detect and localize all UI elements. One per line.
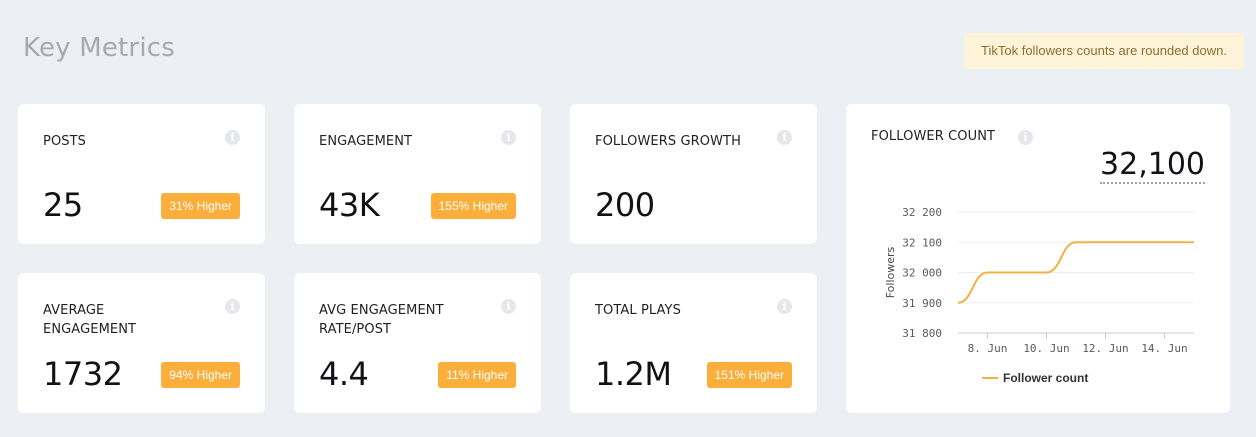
info-icon[interactable]: i bbox=[501, 130, 516, 145]
follower-count-title: FOLLOWER COUNT bbox=[871, 129, 996, 144]
y-axis-title: Followers bbox=[884, 246, 897, 298]
avg-engagement-rate-card: AVG ENGAGEMENT RATE/POST i 4.4 11% Highe… bbox=[294, 273, 541, 413]
x-tick-label: 8. Jun bbox=[968, 342, 1008, 355]
engagement-label: ENGAGEMENT bbox=[319, 134, 413, 149]
average-engagement-value: 1732 bbox=[43, 355, 123, 393]
x-tick-label: 14. Jun bbox=[1141, 342, 1187, 355]
engagement-change-badge: 155% Higher bbox=[430, 193, 516, 219]
follower-count-chart: 31 800 31 900 32 000 32 100 32 200 8. Jun 10.… bbox=[884, 206, 1194, 385]
avg-engagement-rate-value: 4.4 bbox=[319, 355, 369, 393]
total-plays-label: TOTAL PLAYS bbox=[595, 303, 681, 318]
y-tick-label: 31 800 bbox=[902, 327, 942, 340]
info-icon[interactable]: i bbox=[225, 130, 240, 145]
average-engagement-card: AVERAGE ENGAGEMENT i 1732 94% Higher bbox=[18, 273, 265, 413]
followers-growth-value: 200 bbox=[595, 186, 655, 224]
posts-change-badge: 31% Higher bbox=[161, 193, 240, 219]
y-tick-label: 32 000 bbox=[902, 267, 942, 280]
total-plays-card: TOTAL PLAYS i 1.2M 151% Higher bbox=[570, 273, 817, 413]
total-plays-value: 1.2M bbox=[595, 355, 672, 393]
posts-value: 25 bbox=[43, 186, 83, 224]
engagement-card: ENGAGEMENT i 43K 155% Higher bbox=[294, 104, 541, 244]
engagement-value: 43K bbox=[319, 186, 380, 224]
info-icon[interactable]: i bbox=[777, 299, 792, 314]
page-title: Key Metrics bbox=[23, 33, 175, 63]
total-plays-change-badge: 151% Higher bbox=[706, 362, 792, 388]
legend-label-follower-count[interactable]: Follower count bbox=[1003, 371, 1088, 385]
x-tick-label: 10. Jun bbox=[1023, 342, 1069, 355]
y-tick-label: 32 100 bbox=[902, 236, 942, 249]
average-engagement-change-badge: 94% Higher bbox=[161, 362, 240, 388]
followers-growth-label: FOLLOWERS GROWTH bbox=[595, 134, 741, 149]
avg-engagement-rate-label: AVG ENGAGEMENT RATE/POST bbox=[319, 303, 444, 337]
y-tick-label: 32 200 bbox=[902, 206, 942, 219]
series-line-follower-count[interactable] bbox=[957, 241, 1194, 304]
info-icon[interactable]: i bbox=[501, 299, 516, 314]
follower-count-card: FOLLOWER COUNT i 32,100 31 800 31 900 32 0… bbox=[846, 104, 1230, 413]
y-axis-ticks: 31 800 31 900 32 000 32 100 32 200 bbox=[902, 206, 942, 340]
avg-engagement-rate-change-badge: 11% Higher bbox=[438, 362, 516, 388]
average-engagement-label: AVERAGE ENGAGEMENT bbox=[43, 303, 137, 337]
follower-count-value: 32,100 bbox=[1100, 147, 1205, 184]
info-icon[interactable]: i bbox=[225, 299, 240, 314]
rounding-notice: TikTok followers counts are rounded down… bbox=[964, 33, 1244, 69]
info-icon[interactable]: i bbox=[777, 130, 792, 145]
chart-gridlines bbox=[958, 211, 1194, 304]
posts-label: POSTS bbox=[43, 134, 87, 149]
info-icon[interactable]: i bbox=[1018, 130, 1033, 145]
x-tick-label: 12. Jun bbox=[1082, 342, 1128, 355]
x-axis-ticks: 8. Jun 10. Jun 12. Jun 14. Jun bbox=[968, 333, 1188, 355]
y-tick-label: 31 900 bbox=[902, 297, 942, 310]
followers-growth-card: FOLLOWERS GROWTH i 200 bbox=[570, 104, 817, 244]
posts-card: POSTS i 25 31% Higher bbox=[18, 104, 265, 244]
